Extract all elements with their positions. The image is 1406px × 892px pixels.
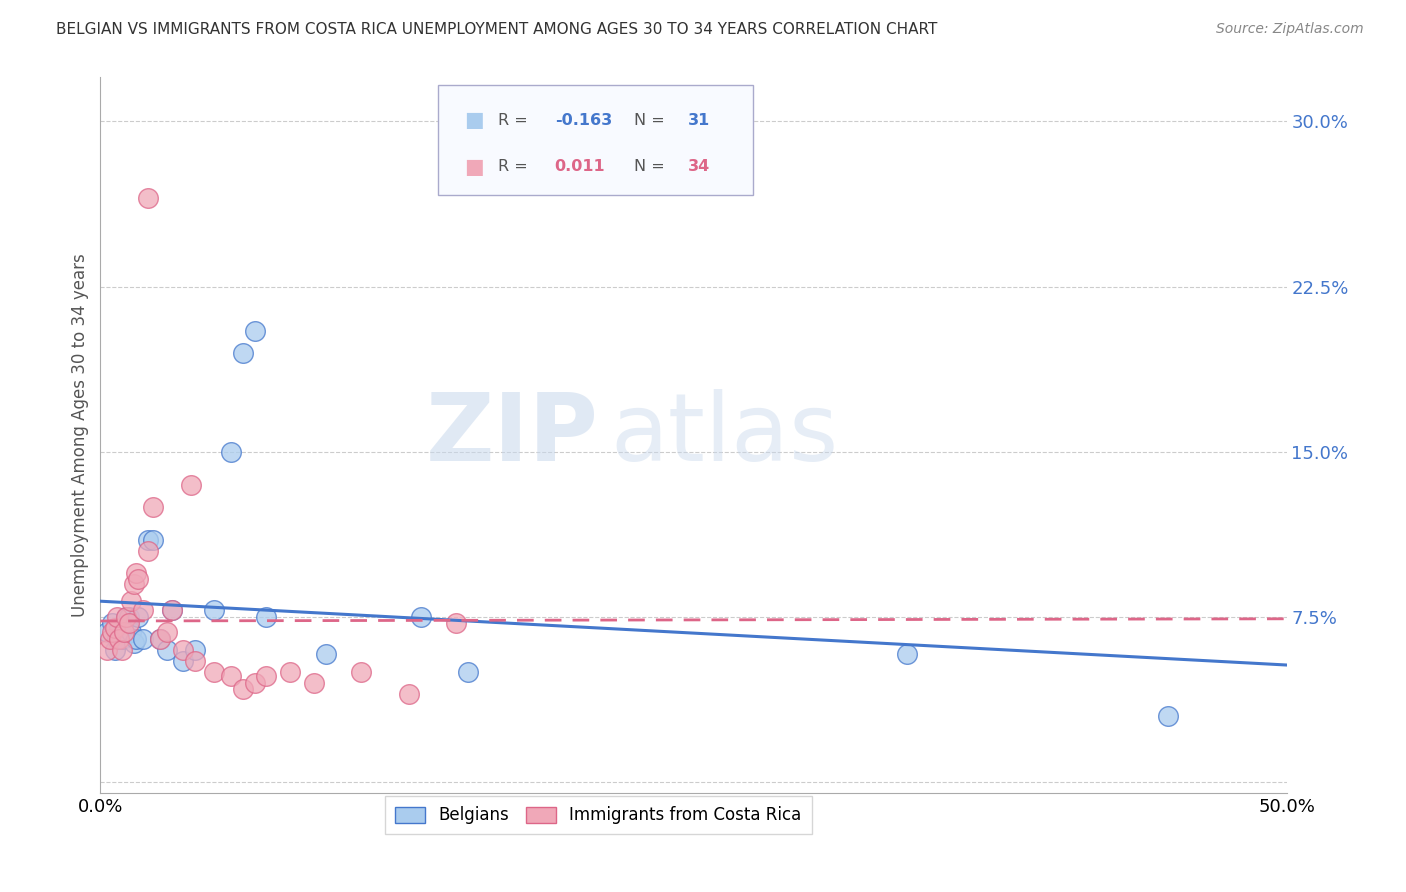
Point bbox=[118, 616, 141, 631]
Text: 34: 34 bbox=[688, 160, 710, 174]
Point bbox=[115, 609, 138, 624]
Text: ■: ■ bbox=[464, 111, 484, 130]
Point bbox=[243, 675, 266, 690]
Point bbox=[122, 576, 145, 591]
Point bbox=[112, 625, 135, 640]
Text: -0.163: -0.163 bbox=[555, 113, 612, 128]
FancyBboxPatch shape bbox=[439, 85, 752, 195]
Point bbox=[101, 616, 124, 631]
Point bbox=[141, 533, 163, 547]
Point bbox=[202, 665, 225, 679]
Point bbox=[219, 444, 242, 458]
Point bbox=[160, 603, 183, 617]
Point bbox=[125, 566, 148, 580]
Text: 0.011: 0.011 bbox=[555, 160, 606, 174]
Point bbox=[254, 669, 277, 683]
Text: Source: ZipAtlas.com: Source: ZipAtlas.com bbox=[1216, 22, 1364, 37]
Point bbox=[111, 642, 134, 657]
Point bbox=[120, 594, 142, 608]
Point bbox=[315, 647, 337, 661]
Point bbox=[125, 632, 148, 646]
Point bbox=[172, 654, 194, 668]
Point bbox=[179, 477, 201, 491]
Point bbox=[184, 654, 207, 668]
Point bbox=[202, 603, 225, 617]
Point bbox=[141, 500, 163, 514]
Point bbox=[278, 665, 301, 679]
Point bbox=[232, 345, 254, 359]
Point bbox=[112, 625, 135, 640]
Legend: Belgians, Immigrants from Costa Rica: Belgians, Immigrants from Costa Rica bbox=[385, 797, 811, 834]
Point bbox=[457, 665, 479, 679]
Point bbox=[172, 642, 194, 657]
Point bbox=[105, 632, 128, 646]
Point bbox=[132, 603, 155, 617]
Text: ZIP: ZIP bbox=[426, 389, 599, 481]
Text: 31: 31 bbox=[688, 113, 710, 128]
Text: N =: N = bbox=[634, 160, 671, 174]
Point bbox=[243, 324, 266, 338]
Point bbox=[108, 632, 131, 646]
Point bbox=[1157, 708, 1180, 723]
Point bbox=[156, 625, 179, 640]
Point bbox=[184, 642, 207, 657]
Point bbox=[98, 632, 121, 646]
Y-axis label: Unemployment Among Ages 30 to 34 years: Unemployment Among Ages 30 to 34 years bbox=[72, 253, 89, 617]
Point bbox=[232, 682, 254, 697]
Point bbox=[101, 625, 124, 640]
Text: N =: N = bbox=[634, 113, 671, 128]
Point bbox=[149, 632, 172, 646]
Point bbox=[103, 621, 125, 635]
Point bbox=[302, 675, 325, 690]
Point bbox=[160, 603, 183, 617]
Text: BELGIAN VS IMMIGRANTS FROM COSTA RICA UNEMPLOYMENT AMONG AGES 30 TO 34 YEARS COR: BELGIAN VS IMMIGRANTS FROM COSTA RICA UN… bbox=[56, 22, 938, 37]
Point bbox=[127, 572, 149, 586]
Point bbox=[149, 632, 172, 646]
Point bbox=[409, 609, 432, 624]
Text: R =: R = bbox=[498, 113, 533, 128]
Point bbox=[896, 647, 918, 661]
Point bbox=[350, 665, 373, 679]
Point bbox=[122, 636, 145, 650]
Point bbox=[156, 642, 179, 657]
Point bbox=[136, 192, 159, 206]
Point bbox=[118, 609, 141, 624]
Point bbox=[254, 609, 277, 624]
Point bbox=[136, 543, 159, 558]
Point bbox=[105, 609, 128, 624]
Point bbox=[96, 642, 118, 657]
Point bbox=[111, 632, 134, 646]
Text: ■: ■ bbox=[464, 157, 484, 177]
Point bbox=[219, 669, 242, 683]
Point bbox=[132, 632, 155, 646]
Text: atlas: atlas bbox=[610, 389, 839, 481]
Point bbox=[108, 621, 131, 635]
Point bbox=[115, 609, 138, 624]
Point bbox=[444, 616, 467, 631]
Point bbox=[120, 625, 142, 640]
Point bbox=[103, 642, 125, 657]
Point bbox=[96, 625, 118, 640]
Point bbox=[398, 687, 420, 701]
Text: R =: R = bbox=[498, 160, 537, 174]
Point bbox=[127, 609, 149, 624]
Point bbox=[136, 533, 159, 547]
